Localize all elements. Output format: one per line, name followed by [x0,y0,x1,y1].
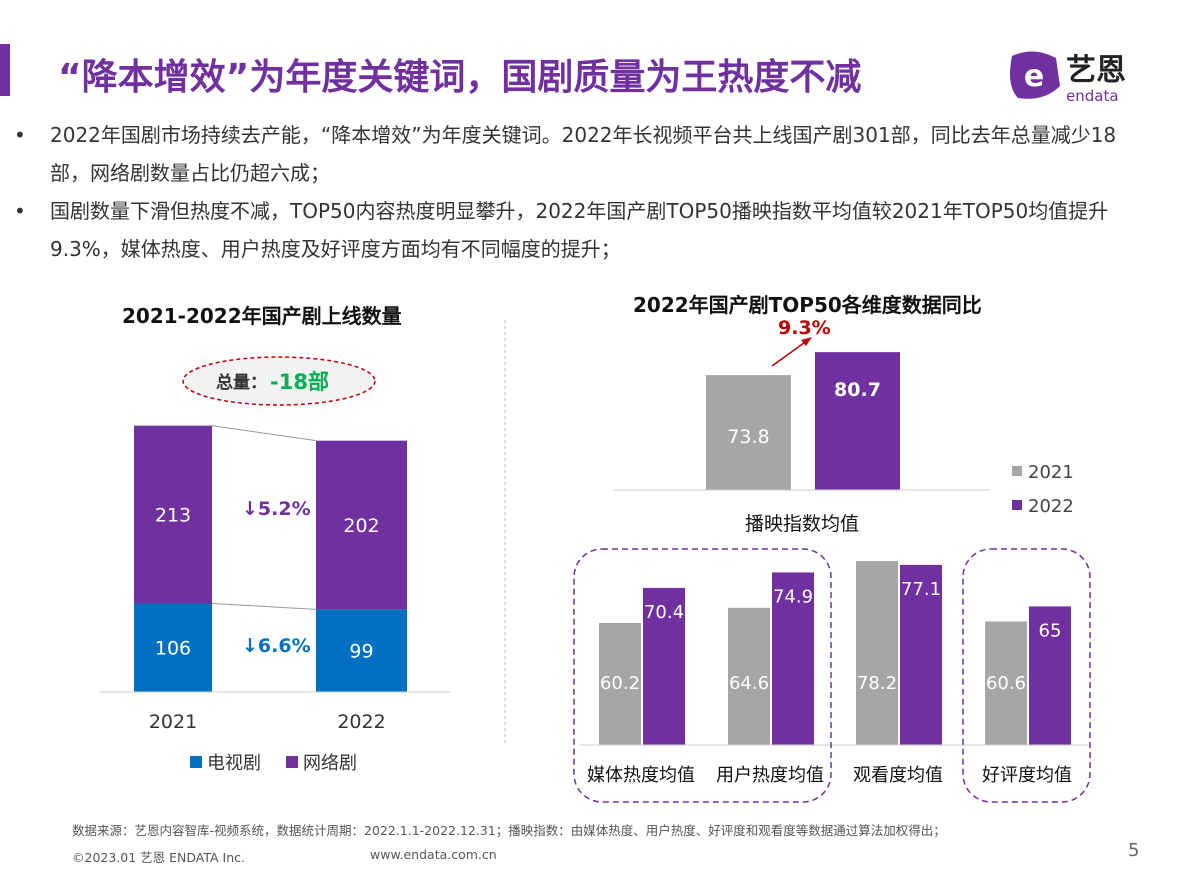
data-label: 64.6 [729,673,769,694]
bar-2022-媒体热度均值 [643,587,685,745]
bullet-text-1: 2022年国剧市场持续去产能，“降本增效”为年度关键词。2022年长视频平台共上… [50,123,1117,185]
bar-2022-好评度均值 [1029,606,1071,745]
web-change-label: ↓5.2% [242,498,311,520]
tv-change-label: ↓6.6% [242,635,311,657]
x-tick-label: 好评度均值 [982,765,1072,786]
bullet-marker: • [14,123,26,147]
data-label: 80.7 [834,379,881,401]
data-label: 213 [155,505,191,527]
x-tick-label: 播映指数均值 [745,513,859,535]
bar-网络剧-2022 [316,440,407,610]
x-tick-label: 用户热度均值 [716,765,824,786]
legend-label: 网络剧 [303,753,357,774]
bar-2021-媒体热度均值 [599,622,641,745]
x-tick-label: 2021 [149,711,197,733]
highlight-box-heat [573,548,832,803]
total-change-value: -18部 [270,370,329,394]
data-label: 73.8 [727,426,769,448]
data-label: 60.6 [986,673,1026,694]
svg-text:endata: endata [1066,87,1119,105]
data-label: 65 [1039,620,1062,641]
growth-label: 9.3% [778,317,831,339]
bullet-marker: • [14,199,26,223]
legend-swatch-电视剧 [190,756,202,768]
legend-swatch-网络剧 [286,756,298,768]
highlight-box-rating [962,548,1091,803]
footer-copyright: ©2023.01 艺恩 ENDATA Inc. [72,850,246,865]
growth-arrowhead [801,337,812,346]
legend-swatch-2022 [1012,500,1022,510]
title-accent-bar [0,44,10,96]
right-chart-title: 2022年国产剧TOP50各维度数据同比 [633,293,982,317]
page-number: 5 [1128,840,1140,861]
footer-source: 数据来源：艺恩内容智库-视频系统，数据统计周期：2022.1.1-2022.12… [72,823,946,838]
legend-label: 电视剧 [207,753,261,774]
bar-网络剧-2021 [134,425,212,604]
left-chart-title: 2021-2022年国产剧上线数量 [122,304,402,328]
svg-text:艺恩: 艺恩 [1066,53,1126,88]
bar-2022-用户热度均值 [772,572,814,745]
bar-2021-观看度均值 [856,561,898,745]
data-label: 99 [349,641,373,663]
page-title: “降本增效”为年度关键词，国剧质量为王热度不减 [58,57,862,98]
data-label: 78.2 [857,673,897,694]
total-callout [182,356,376,406]
bar-2021-用户热度均值 [728,607,770,745]
bullet-text-2: 国剧数量下滑但热度不减，TOP50内容热度明显攀升，2022年国产剧TOP50播… [50,199,1109,261]
x-tick-label: 媒体热度均值 [587,765,695,786]
connector-line [211,425,317,442]
legend-label: 2022 [1028,496,1074,517]
bar-电视剧-2022 [316,609,407,692]
legend-swatch-2021 [1012,466,1022,476]
data-label: 60.2 [600,673,640,694]
footer-url[interactable]: www.endata.com.cn [370,847,497,862]
endata-logo: e 艺恩 endata [1010,51,1126,105]
bar-2021-播映指数均值 [706,375,791,490]
bar-电视剧-2021 [134,603,212,692]
total-label: 总量： [216,372,267,393]
data-label: 74.9 [773,586,813,607]
data-label: 70.4 [644,602,684,623]
data-label: 106 [155,638,191,660]
data-label: 77.1 [901,579,941,600]
growth-arrow [771,339,809,367]
connector-line [211,602,317,610]
svg-text:e: e [1024,59,1044,94]
x-tick-label: 观看度均值 [853,765,943,786]
legend-label: 2021 [1028,462,1074,483]
data-label: 202 [343,515,379,537]
bar-2022-播映指数均值 [815,352,900,490]
bar-2021-好评度均值 [985,621,1027,745]
x-tick-label: 2022 [337,711,385,733]
bar-2022-观看度均值 [900,564,942,745]
